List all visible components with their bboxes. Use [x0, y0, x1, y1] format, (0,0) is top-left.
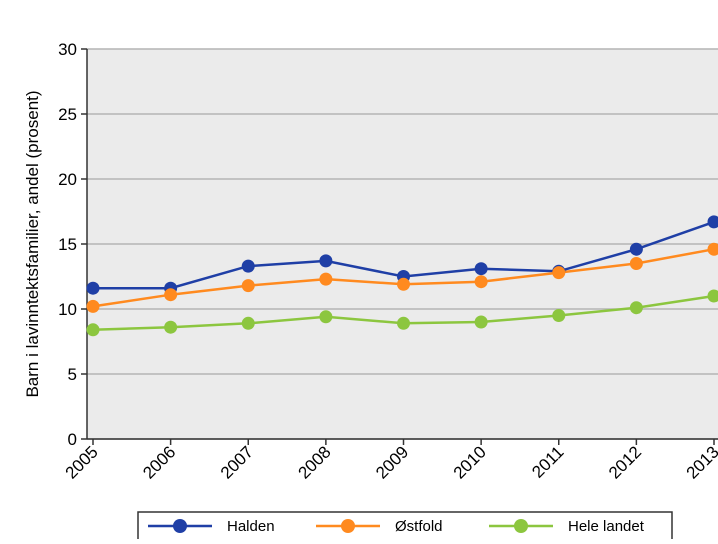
- y-tick-label: 25: [58, 105, 77, 124]
- y-tick-label: 5: [68, 365, 77, 384]
- data-point: [87, 300, 100, 313]
- x-tick-label: 2006: [139, 442, 179, 482]
- legend-label: Østfold: [395, 518, 443, 535]
- legend-swatch-marker: [341, 519, 355, 533]
- y-tick-label: 0: [68, 430, 77, 449]
- x-tick-label: 2011: [528, 442, 567, 481]
- data-point: [630, 243, 643, 256]
- data-point: [242, 317, 255, 330]
- data-point: [630, 301, 643, 314]
- x-tick-label: 2010: [450, 442, 490, 482]
- data-point: [242, 279, 255, 292]
- data-point: [475, 316, 488, 329]
- legend: Halden Østfold Hele landet: [138, 512, 672, 539]
- x-tick-label: 2009: [372, 442, 412, 482]
- data-point: [242, 260, 255, 273]
- legend-label: Halden: [227, 518, 275, 535]
- data-point: [552, 266, 565, 279]
- data-point: [630, 257, 643, 270]
- data-point: [319, 310, 332, 323]
- data-point: [87, 282, 100, 295]
- data-point: [319, 254, 332, 267]
- data-point: [552, 309, 565, 322]
- data-point: [87, 323, 100, 336]
- y-axis-title: Barn i lavinntektsfamilier, andel (prose…: [23, 90, 42, 397]
- x-tick-label: 2013: [683, 442, 718, 482]
- y-tick-label: 10: [58, 300, 77, 319]
- data-point: [164, 321, 177, 334]
- y-tick-label: 30: [58, 40, 77, 59]
- y-tick-label: 20: [58, 170, 77, 189]
- y-tick-label: 15: [58, 235, 77, 254]
- legend-swatch-marker: [514, 519, 528, 533]
- data-point: [319, 273, 332, 286]
- data-point: [475, 262, 488, 275]
- data-point: [397, 278, 410, 291]
- x-tick-label: 2012: [605, 442, 645, 482]
- legend-swatch-marker: [173, 519, 187, 533]
- legend-label: Hele landet: [568, 518, 645, 535]
- x-tick-label: 2007: [217, 442, 257, 482]
- data-point: [475, 275, 488, 288]
- data-point: [164, 288, 177, 301]
- x-tick-label: 2008: [295, 442, 335, 482]
- data-point: [397, 317, 410, 330]
